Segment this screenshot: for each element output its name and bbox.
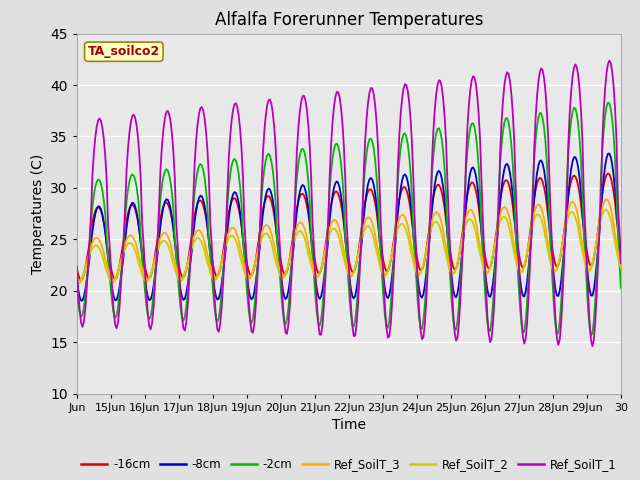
-16cm: [617, 246, 625, 252]
-8cm: [617, 261, 625, 267]
-16cm: [462, 201, 470, 207]
-16cm: [543, 203, 551, 208]
Line: -2cm: -2cm: [77, 103, 621, 336]
Ref_SoilT_1: [353, 322, 360, 327]
-8cm: [110, 294, 118, 300]
Line: Ref_SoilT_3: Ref_SoilT_3: [77, 199, 621, 280]
Ref_SoilT_1: [73, 264, 81, 270]
-16cm: [110, 275, 118, 281]
-8cm: [354, 275, 362, 280]
-2cm: [616, 257, 623, 263]
Ref_SoilT_3: [73, 275, 81, 281]
-2cm: [541, 140, 549, 145]
-16cm: [73, 265, 81, 271]
Ref_SoilT_3: [462, 215, 470, 221]
-2cm: [587, 333, 595, 338]
-2cm: [604, 100, 612, 106]
Ref_SoilT_3: [110, 277, 118, 283]
Ref_SoilT_3: [76, 277, 83, 283]
Ref_SoilT_2: [110, 279, 118, 285]
-8cm: [616, 244, 623, 250]
-8cm: [93, 206, 100, 212]
Ref_SoilT_3: [354, 251, 362, 257]
-8cm: [73, 277, 81, 283]
Ref_SoilT_1: [589, 343, 596, 349]
-2cm: [92, 184, 99, 190]
-8cm: [462, 204, 470, 210]
Ref_SoilT_2: [74, 280, 82, 286]
Ref_SoilT_1: [92, 135, 99, 141]
-8cm: [77, 298, 85, 303]
-2cm: [617, 285, 625, 291]
Ref_SoilT_2: [602, 207, 609, 213]
Ref_SoilT_3: [616, 256, 623, 262]
Line: Ref_SoilT_1: Ref_SoilT_1: [77, 60, 621, 346]
-16cm: [354, 251, 362, 257]
Ref_SoilT_2: [93, 242, 100, 248]
Text: TA_soilco2: TA_soilco2: [88, 45, 160, 58]
Ref_SoilT_2: [616, 261, 623, 266]
Ref_SoilT_3: [617, 263, 625, 268]
Ref_SoilT_3: [93, 235, 100, 241]
Ref_SoilT_2: [543, 243, 551, 249]
Ref_SoilT_1: [617, 260, 625, 266]
-8cm: [543, 192, 551, 197]
Ref_SoilT_3: [543, 235, 551, 241]
Ref_SoilT_1: [605, 58, 613, 63]
-8cm: [605, 151, 613, 156]
-2cm: [461, 195, 468, 201]
-16cm: [93, 205, 100, 211]
Line: -16cm: -16cm: [77, 173, 621, 280]
Ref_SoilT_2: [462, 221, 470, 227]
-16cm: [604, 170, 612, 176]
Ref_SoilT_1: [108, 289, 116, 295]
Ref_SoilT_1: [541, 89, 549, 95]
Line: Ref_SoilT_2: Ref_SoilT_2: [77, 210, 621, 283]
-16cm: [77, 277, 85, 283]
-16cm: [616, 236, 623, 242]
X-axis label: Time: Time: [332, 418, 366, 432]
Ref_SoilT_1: [616, 227, 623, 232]
Ref_SoilT_2: [617, 265, 625, 271]
Ref_SoilT_2: [73, 279, 81, 285]
Ref_SoilT_1: [461, 210, 468, 216]
Title: Alfalfa Forerunner Temperatures: Alfalfa Forerunner Temperatures: [214, 11, 483, 29]
-2cm: [73, 286, 81, 291]
Ref_SoilT_2: [354, 252, 362, 258]
Ref_SoilT_3: [603, 196, 611, 202]
Y-axis label: Temperatures (C): Temperatures (C): [31, 154, 45, 274]
-2cm: [108, 301, 116, 307]
Line: -8cm: -8cm: [77, 154, 621, 300]
-2cm: [353, 304, 360, 310]
Legend: -16cm, -8cm, -2cm, Ref_SoilT_3, Ref_SoilT_2, Ref_SoilT_1: -16cm, -8cm, -2cm, Ref_SoilT_3, Ref_Soil…: [76, 454, 621, 476]
